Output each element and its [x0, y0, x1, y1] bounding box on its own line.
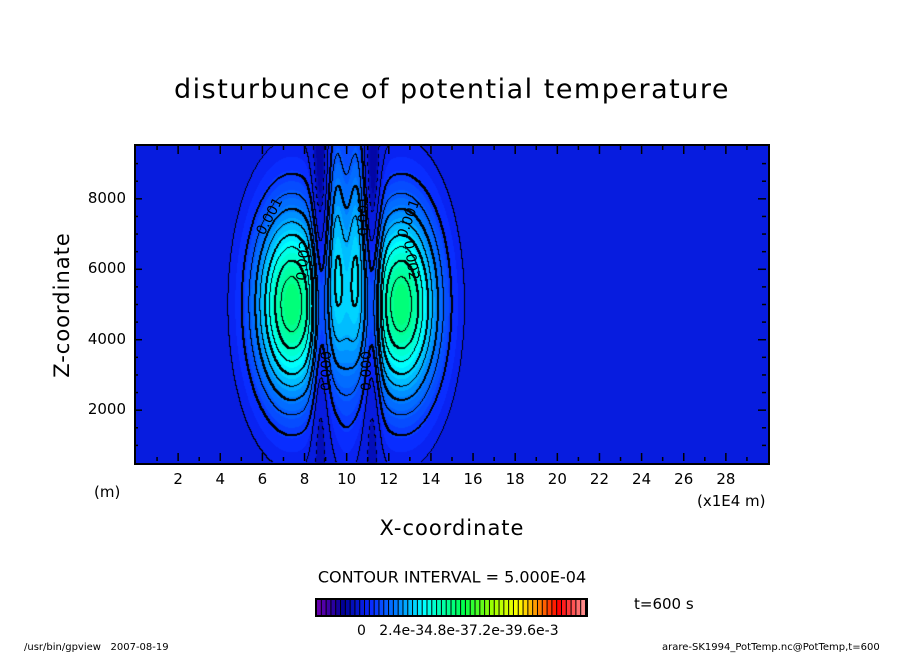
colorbar-segment — [321, 600, 326, 615]
colorbar-segment — [557, 600, 561, 615]
colorbar-segment — [336, 600, 341, 615]
colorbar-segment — [441, 600, 446, 615]
contour-label: 0.000 — [359, 351, 375, 391]
colorbar-segment — [533, 600, 537, 615]
colorbar-segment — [413, 600, 417, 615]
colorbar-segment — [398, 600, 403, 615]
colorbar-segment — [446, 600, 451, 615]
colorbar — [315, 598, 588, 617]
x-tick-label: 24 — [632, 470, 652, 488]
colorbar-segment — [374, 600, 379, 615]
colorbar-segment — [537, 600, 542, 615]
colorbar-segment — [345, 600, 350, 615]
colorbar-segment — [331, 600, 336, 615]
x-tick-label: 2 — [173, 470, 183, 488]
contour-label: 0.002 — [400, 239, 421, 281]
x-unit-left: (m) — [94, 483, 121, 501]
colorbar-segment — [341, 600, 345, 615]
colorbar-segment — [566, 600, 571, 615]
x-tick-label: 10 — [337, 470, 357, 488]
colorbar-segment — [571, 600, 576, 615]
colorbar-segment — [355, 600, 360, 615]
time-label: t=600 s — [634, 595, 694, 613]
x-tick-label: 26 — [674, 470, 694, 488]
colorbar-segment — [470, 600, 475, 615]
colorbar-segment — [461, 600, 465, 615]
colorbar-segment — [403, 600, 408, 615]
colorbar-segment — [504, 600, 509, 615]
colorbar-segment — [494, 600, 499, 615]
contour-label: 0.000 — [319, 351, 335, 391]
footer-left: /usr/bin/gpview 2007-08-19 — [24, 642, 169, 653]
x-tick-label: 28 — [716, 470, 736, 488]
colorbar-segment — [437, 600, 441, 615]
contour-label: 0.002 — [294, 240, 313, 281]
colorbar-labels: 0 2.4e-34.8e-37.2e-39.6e-3 — [357, 623, 559, 639]
colorbar-segment — [489, 600, 494, 615]
y-axis-label: Z-coordinate — [50, 232, 74, 378]
colorbar-segment — [561, 600, 566, 615]
colorbar-segment — [509, 600, 513, 615]
colorbar-segment — [485, 600, 489, 615]
colorbar-segment — [542, 600, 547, 615]
axis-ticks — [134, 146, 766, 461]
colorbar-segment — [528, 600, 533, 615]
colorbar-segment — [499, 600, 504, 615]
contour-label: 0.001 — [356, 196, 372, 236]
y-tick-label: 4000 — [87, 329, 126, 348]
footer-right: arare-SK1994_PotTemp.nc@PotTemp,t=600 — [662, 642, 880, 653]
x-axis-label: X-coordinate — [379, 516, 525, 540]
colorbar-segment — [547, 600, 552, 615]
x-tick-label: 22 — [589, 470, 609, 488]
colorbar-segment — [427, 600, 432, 615]
colorbar-segment — [350, 600, 355, 615]
colorbar-segment — [417, 600, 422, 615]
y-tick-label: 8000 — [87, 188, 126, 207]
colorbar-segment — [369, 600, 374, 615]
plot-area: 0.001 0.002 0.000 0.001 0.000 0.001 0.00… — [134, 144, 770, 465]
colorbar-segment — [518, 600, 523, 615]
colorbar-segment — [513, 600, 518, 615]
colorbar-segment — [552, 600, 557, 615]
colorbar-segment — [389, 600, 393, 615]
colorbar-segment — [326, 600, 331, 615]
colorbar-segment — [379, 600, 384, 615]
colorbar-segment — [384, 600, 389, 615]
x-tick-label: 12 — [379, 470, 399, 488]
y-tick-label: 6000 — [87, 259, 126, 278]
x-tick-label: 4 — [215, 470, 226, 488]
contour-field — [136, 146, 768, 463]
x-tick-label: 8 — [299, 470, 310, 488]
colorbar-segment — [581, 600, 585, 615]
colorbar-segment — [456, 600, 461, 615]
x-tick-label: 16 — [463, 470, 483, 488]
colorbar-segment — [317, 600, 321, 615]
contour-interval-text: CONTOUR INTERVAL = 5.000E-04 — [317, 567, 587, 587]
contour-labels-layer: 0.001 0.002 0.000 0.001 0.000 0.001 0.00… — [253, 195, 423, 391]
y-tick-label: 2000 — [87, 400, 126, 419]
colorbar-segment — [451, 600, 456, 615]
colorbar-segment — [422, 600, 427, 615]
colorbar-segment — [523, 600, 528, 615]
chart-title: disturbunce of potential temperature — [174, 74, 730, 105]
colorbar-segment — [480, 600, 485, 615]
x-unit-right: (x1E4 m) — [697, 492, 766, 510]
x-tick-label: 20 — [547, 470, 567, 488]
colorbar-segment — [465, 600, 470, 615]
colorbar-segment — [475, 600, 480, 615]
x-tick-label: 14 — [421, 470, 441, 488]
colorbar-segment — [432, 600, 437, 615]
x-tick-label: 18 — [505, 470, 525, 488]
colorbar-segment — [393, 600, 398, 615]
colorbar-segment — [360, 600, 365, 615]
x-tick-label: 6 — [257, 470, 268, 488]
colorbar-segment — [576, 600, 581, 615]
colorbar-segment — [365, 600, 369, 615]
colorbar-segment — [408, 600, 413, 615]
